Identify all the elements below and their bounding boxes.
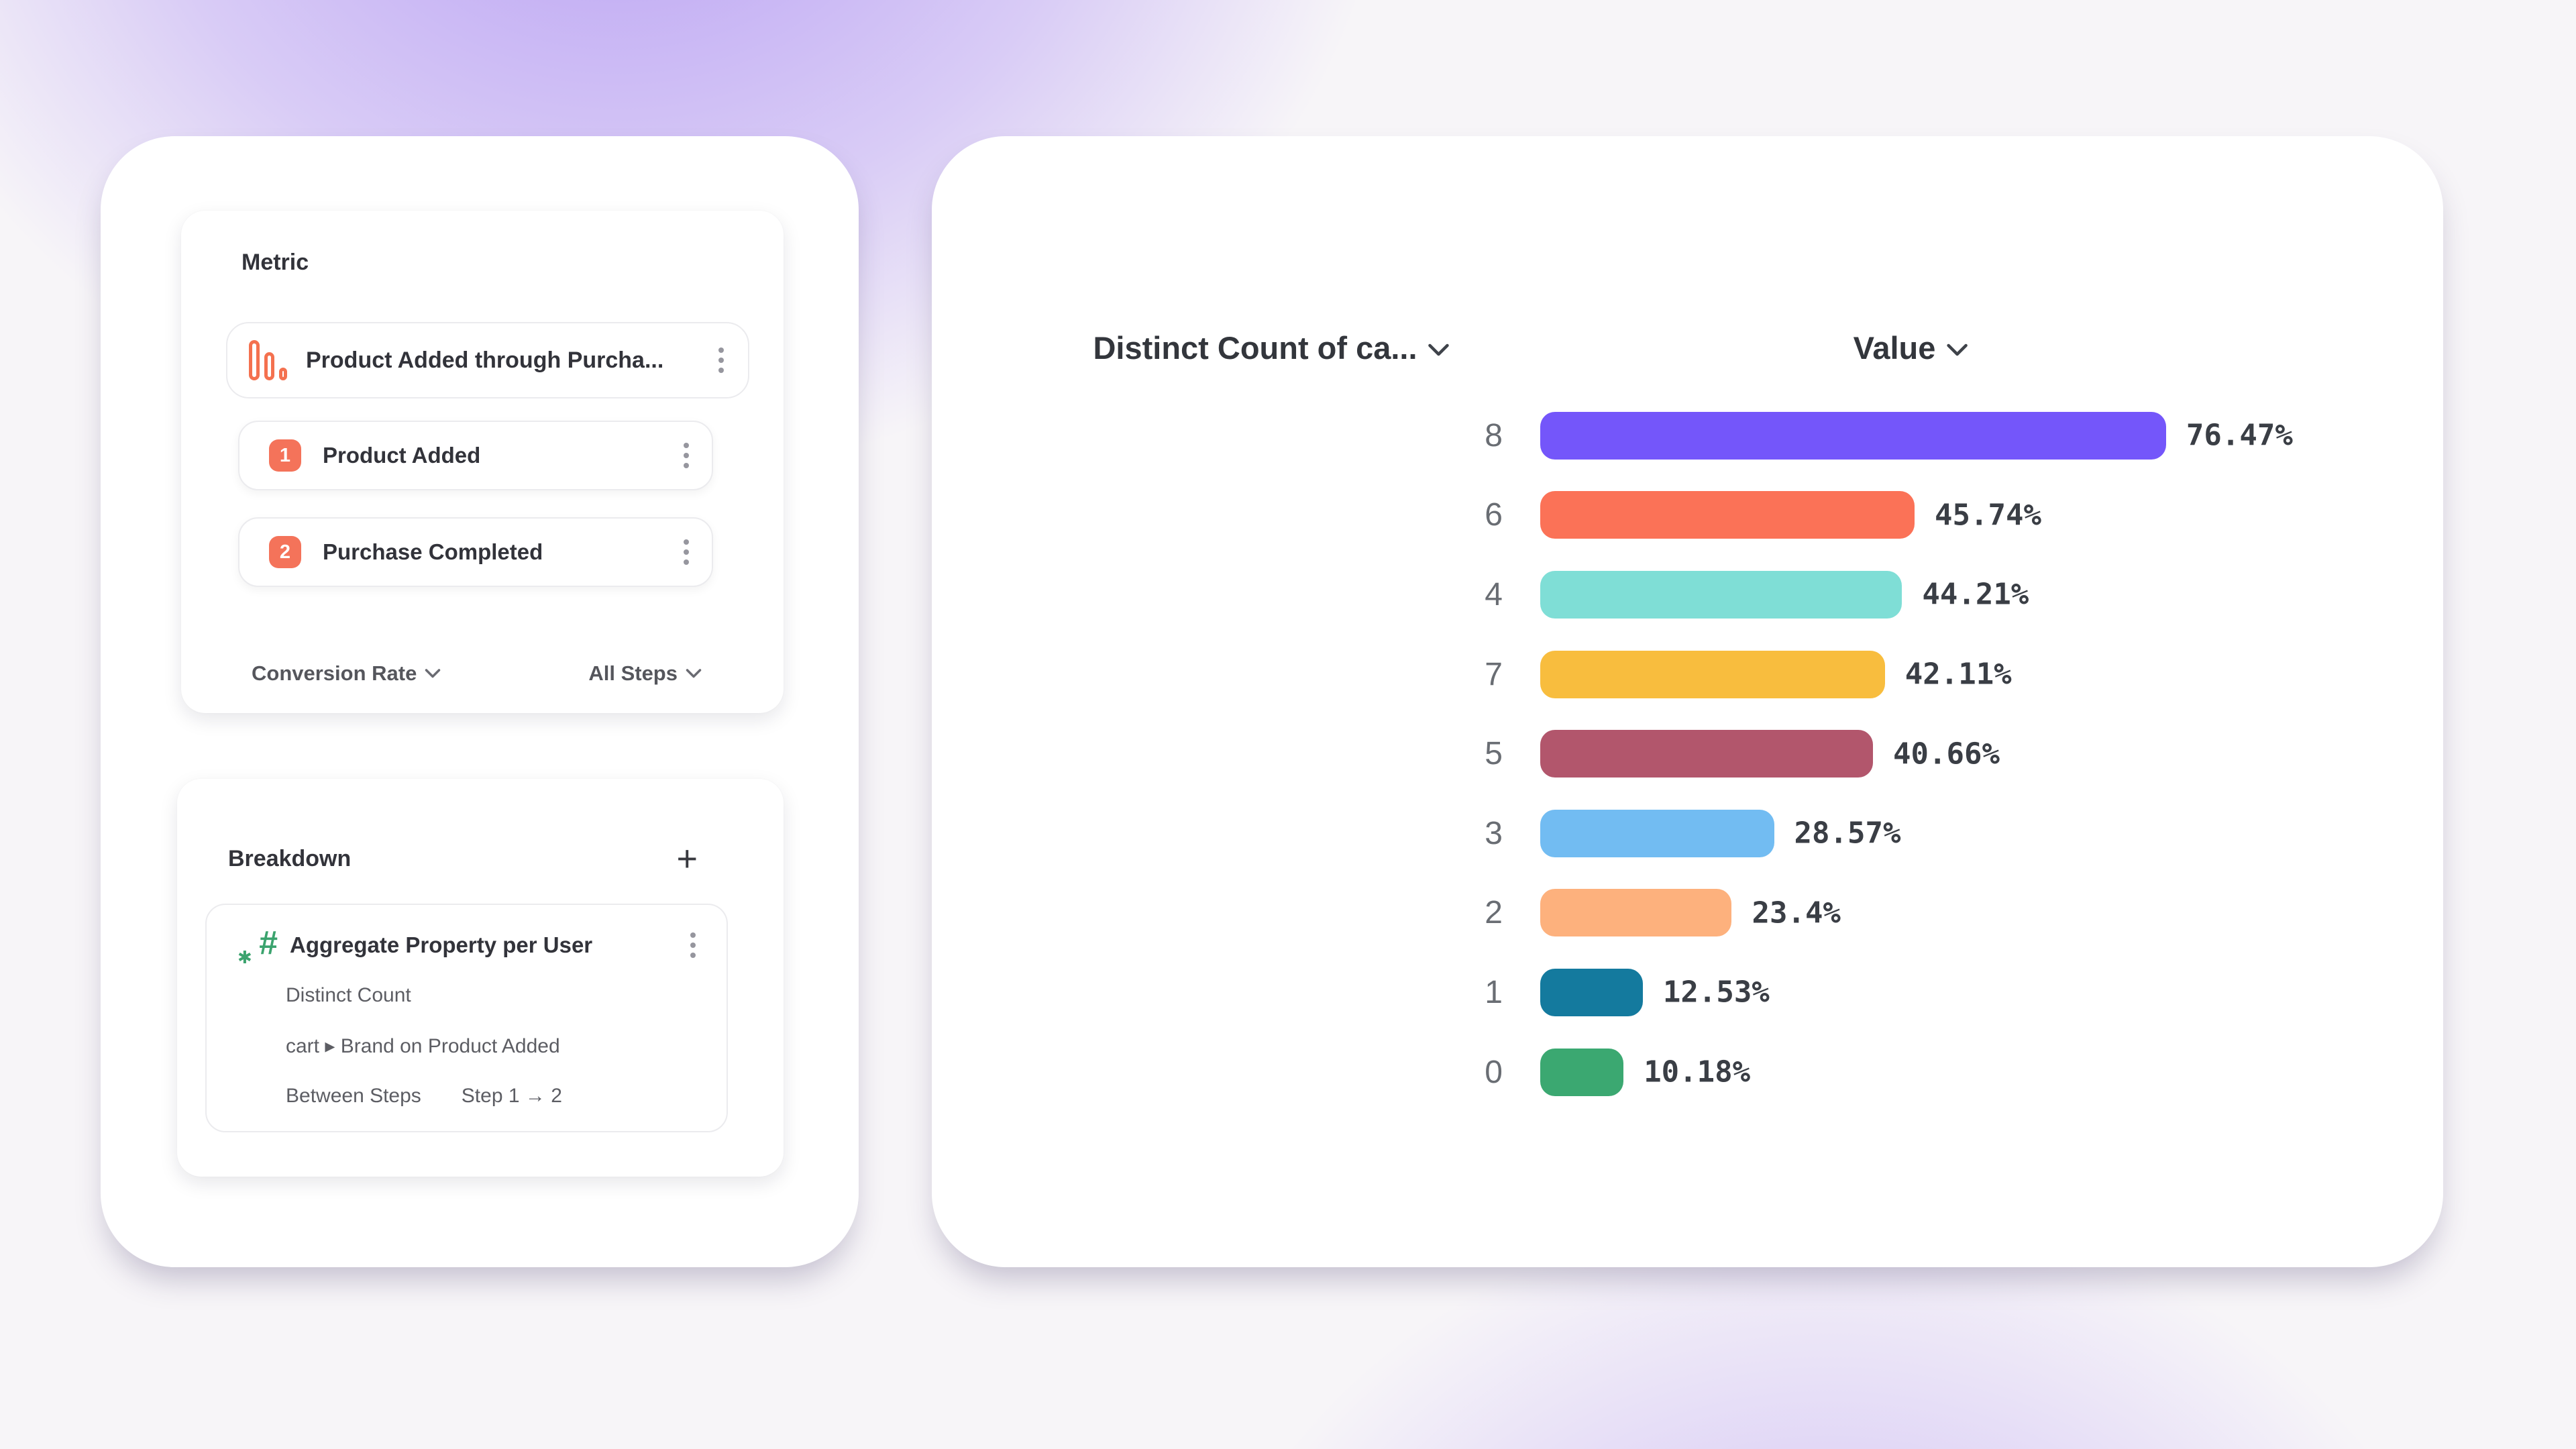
breakdown-section-title: Breakdown	[228, 845, 352, 871]
bar-value-label: 28.57%	[1794, 816, 1901, 851]
chart-row: 5 40.66%	[932, 714, 2443, 794]
category-label: 7	[1485, 656, 1503, 692]
bar-6[interactable]	[1540, 491, 1915, 539]
breakdown-item[interactable]: ✱ # Aggregate Property per User Distinct…	[205, 904, 728, 1132]
bar-value-label: 23.4%	[1752, 896, 1841, 930]
category-label: 3	[1485, 815, 1503, 851]
funnel-chart-icon	[249, 340, 287, 380]
all-steps-dropdown[interactable]: All Steps	[588, 661, 702, 686]
chart-rows: 8 76.47% 6 45.74% 4 44.21% 7 42.11% 5 40.66% 3 28.5…	[932, 396, 2443, 1112]
numeric-aggregate-icon: ✱ #	[237, 924, 279, 967]
bar-0[interactable]	[1540, 1048, 1624, 1096]
chart-row: 0 10.18%	[932, 1032, 2443, 1112]
breakdown-property: cart ▸ Brand on Product Added	[286, 1035, 560, 1057]
metric-main-row[interactable]: Product Added through Purcha...	[226, 322, 749, 398]
metric-card: Metric Product Added through Purcha... 1…	[181, 211, 784, 713]
kebab-menu-icon[interactable]	[680, 439, 693, 472]
step-label: Purchase Completed	[323, 539, 543, 564]
bar-value-label: 10.18%	[1644, 1055, 1751, 1089]
kebab-menu-icon[interactable]	[686, 928, 700, 962]
bar-track: 40.66%	[1540, 730, 2359, 778]
kebab-menu-icon[interactable]	[680, 535, 693, 569]
bar-value-label: 40.66%	[1893, 737, 2000, 771]
step-number-badge: 1	[269, 439, 301, 472]
category-label: 8	[1485, 417, 1503, 453]
breakdown-item-title: Aggregate Property per User	[290, 932, 593, 957]
chart-row: 2 23.4%	[932, 873, 2443, 953]
column-header-label: Value	[1853, 330, 1936, 366]
bar-value-label: 44.21%	[1922, 577, 2029, 612]
breakdown-item-title-row: ✱ # Aggregate Property per User	[237, 924, 700, 967]
hash-glyph: #	[259, 924, 278, 962]
breakdown-aggregation: Distinct Count	[286, 984, 411, 1006]
chart-row: 6 45.74%	[932, 476, 2443, 555]
bar-track: 12.53%	[1540, 968, 2359, 1016]
chevron-down-icon	[686, 669, 702, 678]
metric-section-title: Metric	[241, 250, 309, 275]
bar-3[interactable]	[1540, 809, 1774, 857]
bar-value-label: 45.74%	[1935, 498, 2041, 533]
kebab-menu-icon[interactable]	[714, 343, 728, 377]
metric-footer: Conversion Rate All Steps	[252, 661, 702, 686]
funnel-step-row[interactable]: 2 Purchase Completed	[238, 517, 713, 587]
bar-track: 44.21%	[1540, 570, 2359, 619]
bar-track: 45.74%	[1540, 491, 2359, 539]
chevron-down-icon	[1428, 343, 1449, 356]
chart-row: 7 42.11%	[932, 635, 2443, 714]
chart-panel: Distinct Count of ca... Value 8 76.47% 6 45…	[932, 136, 2443, 1267]
category-label: 2	[1485, 895, 1503, 931]
column-header-label: Distinct Count of ca...	[1093, 330, 1417, 366]
bar-track: 28.57%	[1540, 809, 2359, 857]
step-number-badge: 2	[269, 536, 301, 568]
category-label: 4	[1485, 576, 1503, 612]
breakdown-card: Breakdown + ✱ # Aggregate Property per U…	[177, 779, 784, 1177]
bar-value-label: 76.47%	[2186, 418, 2293, 453]
category-label: 5	[1485, 736, 1503, 772]
category-label: 1	[1485, 974, 1503, 1010]
bar-track: 23.4%	[1540, 889, 2359, 937]
metric-name: Product Added through Purcha...	[306, 347, 664, 373]
bar-8[interactable]	[1540, 411, 2166, 460]
breakdown-between-steps: Between Steps Step 1 → 2	[286, 1085, 562, 1108]
all-steps-label: All Steps	[588, 661, 678, 685]
query-builder-panel: Metric Product Added through Purcha... 1…	[101, 136, 859, 1267]
column-header-value[interactable]: Value	[1854, 329, 1968, 366]
between-steps-value: Step 1 → 2	[461, 1085, 562, 1107]
column-header-distinct-count[interactable]: Distinct Count of ca...	[1093, 329, 1449, 366]
breakdown-header: Breakdown +	[228, 841, 698, 877]
conversion-rate-label: Conversion Rate	[252, 661, 417, 685]
bar-track: 42.11%	[1540, 650, 2359, 698]
between-steps-label: Between Steps	[286, 1085, 421, 1107]
category-label: 0	[1485, 1054, 1503, 1090]
chart-row: 8 76.47%	[932, 396, 2443, 476]
chart-row: 4 44.21%	[932, 555, 2443, 635]
conversion-rate-dropdown[interactable]: Conversion Rate	[252, 661, 441, 686]
bar-track: 10.18%	[1540, 1048, 2359, 1096]
funnel-step-row[interactable]: 1 Product Added	[238, 421, 713, 490]
bar-track: 76.47%	[1540, 411, 2359, 460]
asterisk-glyph: ✱	[237, 947, 252, 967]
chevron-down-icon	[1947, 343, 1968, 356]
chevron-down-icon	[425, 669, 441, 678]
bar-value-label: 42.11%	[1904, 657, 2012, 692]
bar-7[interactable]	[1540, 650, 1885, 698]
bar-2[interactable]	[1540, 889, 1732, 937]
step-label: Product Added	[323, 443, 481, 468]
bar-4[interactable]	[1540, 570, 1902, 619]
add-breakdown-button[interactable]: +	[676, 839, 698, 879]
bar-1[interactable]	[1540, 968, 1643, 1016]
bar-5[interactable]	[1540, 730, 1874, 778]
chart-row: 1 12.53%	[932, 953, 2443, 1032]
chart-row: 3 28.57%	[932, 794, 2443, 873]
bar-value-label: 12.53%	[1662, 975, 1770, 1010]
category-label: 6	[1485, 497, 1503, 533]
